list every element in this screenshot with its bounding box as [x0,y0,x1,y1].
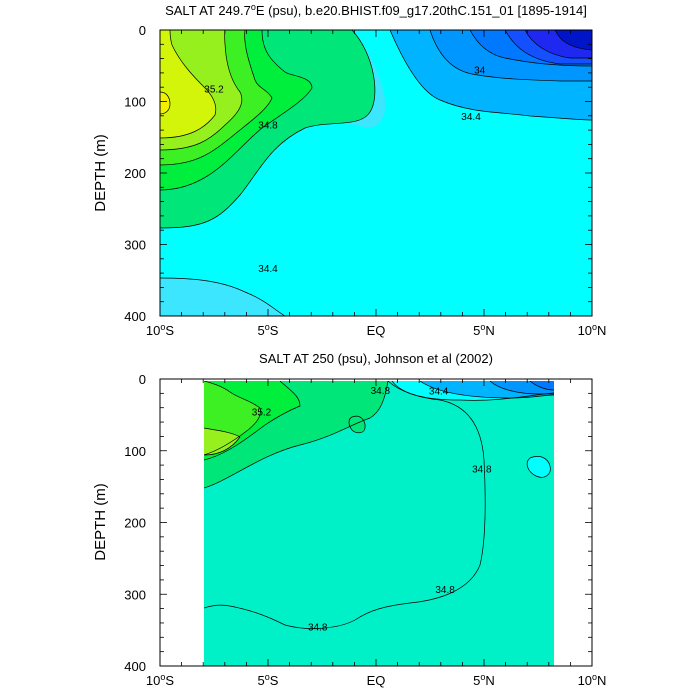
panel2-xtick-label: 10oN [578,672,607,688]
panel1-contour-lines [160,30,592,316]
panel2-ylabel: DEPTH (m) [92,483,109,561]
panel2-contour-label: 34.8 [371,386,391,397]
panel1-xtick-label: EQ [367,323,386,338]
panel1-ytick-label: 0 [139,23,146,38]
panel1-xtick-label: 5oS [258,322,279,338]
panel2-contour-label: 34.8 [472,465,492,476]
panel2-xtick-label: EQ [367,673,386,688]
panel2-fill-east-blob [527,456,551,478]
panel1-fill-33_0b [555,30,592,50]
panel2-axes: 10oS 5oS EQ 5oN 10oN 0 100 200 300 400 [124,372,606,688]
panel2-contour-lines [204,381,554,629]
panel1-contour-label: 34 [474,65,486,76]
panel2-xtick-label: 5oS [258,672,279,688]
panel1-xtick-label: 10oS [146,322,174,338]
panel1-axes: 10oS 5oS EQ 5oN 10oN 0 100 200 300 400 [124,23,606,338]
panel1-contour-label: 34.4 [461,112,481,123]
panel2-contour-labels: 35.2 34.8 34.4 34.8 34.8 34.8 [252,386,492,634]
panel2-ytick-label: 0 [139,372,146,387]
panel2-contour-label: 35.2 [252,407,272,418]
panel2-ytick-label: 200 [124,516,146,531]
panel2-fill-33_8 [530,381,554,390]
panel1-ylabel: DEPTH (m) [92,134,109,212]
panel2-fill-35_6 [204,428,240,455]
panel1-xtick-label: 10oN [578,322,607,338]
panel1-ytick-label: 400 [124,309,146,324]
panel1-contour-fill [160,30,592,316]
panel1-ytick-label: 100 [124,95,146,110]
panel1-contour-label: 35.2 [204,85,224,96]
panel2-fill-35_0-blob [349,416,366,433]
panel1-ytick-label: 300 [124,238,146,253]
panel1-fill-bottom [160,278,285,316]
panel1-title: SALT AT 249.7oE (psu), b.e20.BHIST.f09_g… [165,2,587,18]
panel1-fill-core [160,92,170,114]
panel2-ytick-label: 100 [124,444,146,459]
panel2-xtick-label: 5oN [473,672,495,688]
panel1-contour-label: 34.4 [258,264,278,275]
panel1-contour-labels: 35.2 34.8 34 34.4 34.4 [204,65,485,275]
panel2-contour-label: 34.8 [435,585,455,596]
panel2-contour-fill [204,381,554,666]
panel2-contour-label: 34.8 [308,623,328,634]
panel2-xtick-label: 10oS [146,672,174,688]
panel1-xtick-label: 5oN [473,322,495,338]
panel2-contour-label: 34.4 [429,386,449,397]
panel2-ytick-label: 300 [124,587,146,602]
panel2-ytick-label: 400 [124,659,146,674]
panel2-title: SALT AT 250 (psu), Johnson et al (2002) [259,351,493,366]
panel1-fill-35_8 [160,30,216,138]
panel1-contour-label: 34.8 [258,120,278,131]
panel1-ytick-label: 200 [124,166,146,181]
